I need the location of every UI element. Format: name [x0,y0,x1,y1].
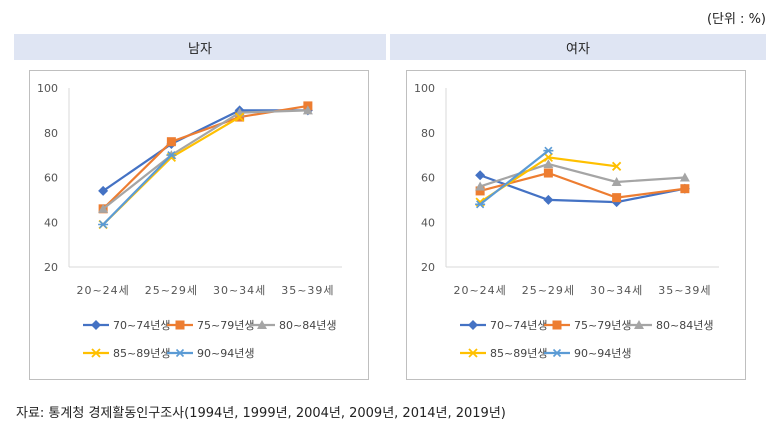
x-tick-label: 30~34세 [590,284,643,297]
legend-item: 80~84년생 [249,319,336,332]
legend-marker [91,320,101,330]
series-line [102,109,308,210]
source-note: 자료: 통계청 경제활동인구조사(1994년, 1999년, 2004년, 20… [16,406,506,421]
data-point [98,203,109,213]
series-line [102,109,308,192]
legend-item: 75~79년생 [167,319,254,332]
series-90-94 [475,146,554,209]
female-chart-panel: 20 40 60 80 100 20~24세 25~29세 30~34세 35~39세 70~74… [406,70,746,380]
y-tick-label: 20 [44,261,58,274]
legend-marker [91,348,101,358]
y-tick-label: 80 [421,127,435,140]
data-point [475,181,486,191]
data-point [612,193,622,203]
data-point [611,161,622,171]
y-tick-label: 60 [421,172,435,185]
legend-label: 70~74년생 [490,319,547,332]
data-point [475,200,486,209]
legend-marker [468,320,478,330]
female-header: 여자 [390,34,766,60]
series-line [102,154,173,226]
legend-label: 85~89년생 [490,347,547,360]
x-tick-label: 35~39세 [281,284,334,297]
x-tick-label: 30~34세 [213,284,266,297]
y-tick-label: 100 [414,82,435,95]
series-90-94 [98,151,177,229]
series-75-79 [475,168,690,203]
data-point [475,170,486,181]
legend-label: 75~79년생 [197,319,254,332]
legend-item: 70~74년생 [460,319,547,332]
data-point [543,194,554,205]
data-point [98,185,109,196]
data-point [679,172,690,182]
data-point [543,159,554,169]
legend-label: 90~94년생 [197,347,254,360]
legend-marker [552,320,562,330]
data-point [543,168,553,178]
x-tick-label: 20~24세 [76,284,129,297]
x-tick-label: 25~29세 [522,284,575,297]
male-header: 남자 [14,34,386,60]
legend-item: 75~79년생 [544,319,631,332]
series-70-74 [475,170,690,208]
series-85-89 [98,112,245,230]
legend-item: 85~89년생 [83,347,170,360]
legend-label: 85~89년생 [113,347,170,360]
legend-marker [257,320,267,329]
y-tick-label: 20 [421,261,435,274]
male-chart: 20 40 60 80 100 20~24세 25~29세 30~34세 35~39세 70~74… [37,82,342,360]
data-point [234,112,245,122]
y-tick-label: 60 [44,172,58,185]
legend-label: 80~84년생 [656,319,713,332]
legend-marker [634,320,644,329]
data-point [543,152,554,162]
legend-item: 80~84년생 [626,319,713,332]
series-line [479,162,685,188]
series-80-84 [475,159,690,191]
y-tick-label: 100 [37,82,58,95]
data-point [543,146,554,155]
data-point [166,151,177,160]
x-tick-label: 35~39세 [658,284,711,297]
legend-marker [175,320,185,330]
legend-item: 90~94년생 [167,347,254,360]
series-line [479,171,686,199]
legend-marker [468,348,478,358]
legend-marker [552,348,562,358]
legend-item: 90~94년생 [544,347,631,360]
series-line [479,149,550,206]
x-tick-label: 20~24세 [453,284,506,297]
series-line [102,116,241,226]
legend-item: 85~89년생 [460,347,547,360]
data-point [166,137,176,147]
data-point [475,186,485,196]
male-chart-panel: 20 40 60 80 100 20~24세 25~29세 30~34세 35~39세 70~74… [29,70,369,380]
data-point [611,176,622,186]
female-chart: 20 40 60 80 100 20~24세 25~29세 30~34세 35~39세 70~74… [414,82,719,360]
data-point [680,184,690,194]
legend-label: 75~79년생 [574,319,631,332]
legend-label: 90~94년생 [574,347,631,360]
legend-marker [175,348,185,358]
y-tick-label: 40 [44,216,58,229]
y-tick-label: 80 [44,127,58,140]
x-tick-label: 25~29세 [145,284,198,297]
data-point [98,220,109,229]
unit-label: (단위 : %) [706,12,766,27]
data-point [302,105,313,115]
legend-label: 80~84년생 [279,319,336,332]
legend-item: 70~74년생 [83,319,170,332]
y-tick-label: 40 [421,216,435,229]
series-line [479,174,686,204]
legend-label: 70~74년생 [113,319,170,332]
